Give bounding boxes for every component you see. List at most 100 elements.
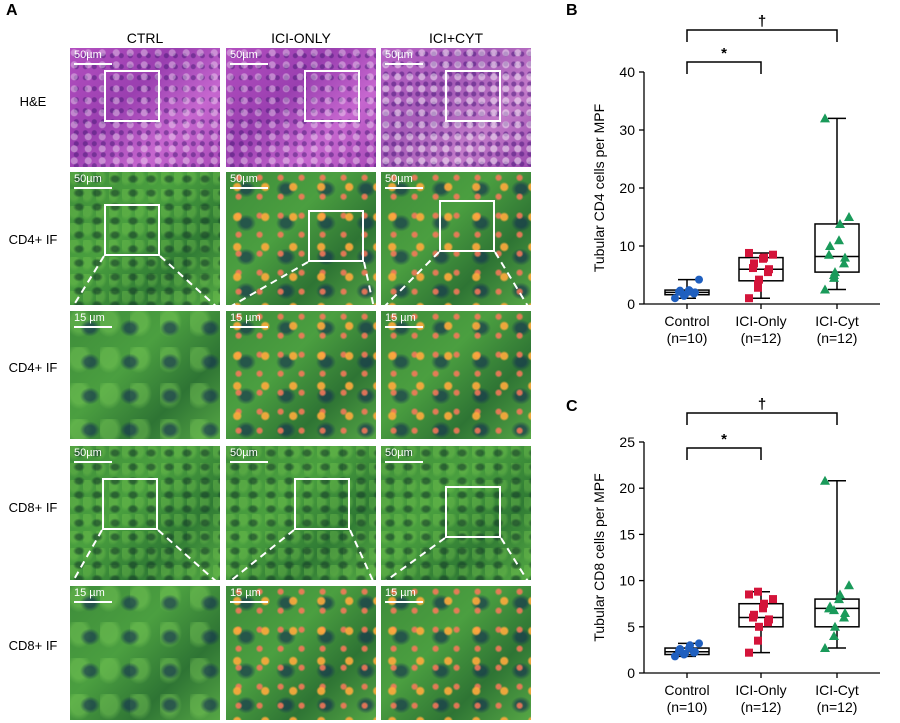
cd8-box-plot: 0 5 10 15 20 25 Tubular CD8 cells per MPF Contr…: [591, 396, 880, 715]
y-tick-label: 15: [619, 526, 635, 542]
data-point: [760, 599, 768, 608]
data-point: [749, 264, 757, 273]
box: [814, 223, 860, 273]
row-label-cd4-low: CD4+ IF: [8, 232, 58, 247]
connector: [500, 537, 530, 584]
x-tick-label: ICI-Cyt: [815, 313, 859, 329]
scale-bar-label: 15 µm: [230, 587, 261, 599]
data-point: [695, 639, 703, 648]
scale-bar: [230, 326, 268, 328]
roi-box: [102, 478, 158, 530]
data-point: [820, 284, 830, 294]
scale-bar: [230, 461, 268, 463]
row-label-he: H&E: [19, 94, 47, 109]
scale-bar: [74, 461, 112, 463]
data-point: [676, 644, 684, 653]
connector: [227, 261, 309, 309]
y-tick-label: 40: [619, 64, 635, 80]
scale-bar-label: 15 µm: [74, 312, 105, 324]
y-axis-label: Tubular CD4 cells per MPF: [591, 104, 607, 272]
micrograph-cd4-low-ctrl: 50µm: [70, 172, 220, 305]
scale-bar-label: 15 µm: [230, 312, 261, 324]
data-point: [839, 612, 849, 622]
micrograph-cd4-high-ici-only: 15 µm: [226, 311, 376, 439]
significance-label: †: [758, 396, 766, 413]
x-tick-label: Control: [664, 682, 709, 698]
connector: [159, 255, 219, 309]
roi-box: [294, 478, 350, 530]
data-point: [754, 636, 762, 645]
micrograph-cd8-high-ctrl: 15 µm: [70, 586, 220, 720]
data-point: [686, 641, 694, 650]
data-point: [824, 249, 834, 259]
micrograph-cd4-low-ici-only: 50µm: [226, 172, 376, 305]
data-point: [676, 286, 684, 295]
data-point: [839, 258, 849, 268]
scale-bar: [385, 187, 423, 189]
data-point: [769, 250, 777, 259]
micrograph-he-ici-cyt: 50µm: [381, 48, 531, 167]
connector: [382, 537, 446, 584]
scale-bar-label: 15 µm: [385, 587, 416, 599]
data-point: [834, 235, 844, 245]
zoom-connectors: [0, 0, 540, 723]
row-label-cd8-high: CD8+ IF: [8, 638, 58, 653]
micrograph-cd8-low-ici-only: 50µm: [226, 446, 376, 580]
data-point: [830, 621, 840, 631]
scale-bar-label: 50µm: [385, 447, 413, 459]
data-point: [844, 212, 854, 221]
scale-bar-label: 50µm: [230, 173, 258, 185]
data-point: [829, 270, 839, 279]
scale-bar-label: 50µm: [385, 49, 413, 61]
column-header-ici-only: ICI-ONLY: [271, 30, 331, 46]
connector: [494, 251, 530, 309]
scale-bar: [230, 63, 268, 65]
data-point: [844, 580, 854, 590]
scale-bar: [385, 461, 423, 463]
roi-box: [445, 70, 501, 122]
scale-bar-label: 15 µm: [385, 312, 416, 324]
significance-label: *: [721, 45, 727, 62]
connector: [382, 251, 440, 309]
row-label-cd8-low: CD8+ IF: [8, 500, 58, 515]
y-tick-label: 10: [619, 573, 635, 589]
significance-bracket: [686, 412, 838, 425]
x-tick-sublabel: (n=12): [741, 330, 782, 346]
scale-bar: [74, 601, 112, 603]
scale-bar: [74, 63, 112, 65]
y-tick-label: 20: [619, 180, 635, 196]
data-point: [691, 647, 699, 656]
data-point: [765, 615, 773, 624]
data-point: [671, 294, 679, 303]
y-tick-label: 30: [619, 122, 635, 138]
x-tick-label: ICI-Only: [735, 313, 786, 329]
roi-box: [308, 210, 364, 262]
data-point: [769, 595, 777, 604]
scale-bar: [74, 187, 112, 189]
scale-bar: [385, 63, 423, 65]
scale-bar: [385, 601, 423, 603]
connector: [363, 261, 375, 309]
connector: [349, 529, 375, 584]
roi-box: [445, 486, 501, 538]
x-tick-sublabel: (n=12): [817, 330, 858, 346]
micrograph-he-ici-only: 50µm: [226, 48, 376, 167]
micrograph-cd4-high-ici-cyt: 15 µm: [381, 311, 531, 439]
x-tick-sublabel: (n=12): [741, 699, 782, 715]
x-tick-sublabel: (n=10): [667, 699, 708, 715]
data-point: [686, 287, 694, 296]
y-tick-label: 0: [627, 296, 635, 312]
panel-c-letter: C: [566, 398, 578, 415]
data-point: [835, 218, 845, 228]
data-point: [834, 594, 844, 604]
column-header-ici-cyt: ICI+CYT: [428, 30, 484, 46]
scale-bar-label: 50µm: [74, 49, 102, 61]
scale-bar-label: 50µm: [230, 49, 258, 61]
micrograph-cd8-high-ici-cyt: 15 µm: [381, 586, 531, 720]
y-tick-label: 25: [619, 434, 635, 450]
scale-bar-label: 50µm: [230, 447, 258, 459]
connector: [71, 255, 105, 309]
panel-b-letter: B: [566, 2, 578, 19]
significance-bracket: [686, 447, 762, 460]
data-point: [820, 643, 830, 653]
